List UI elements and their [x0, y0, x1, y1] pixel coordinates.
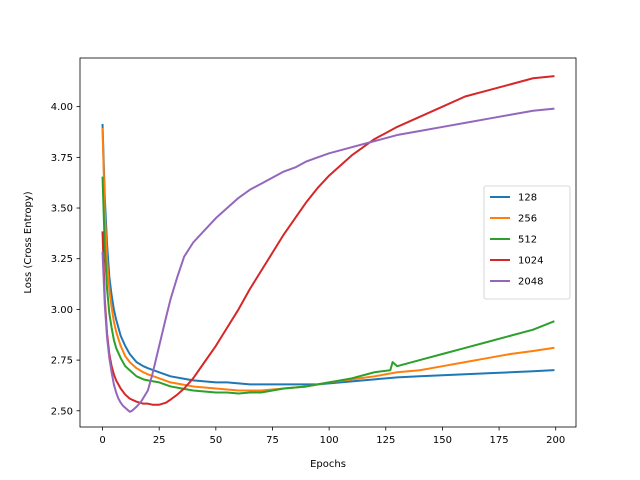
legend-label-256: 256 [518, 214, 537, 225]
plot-frame [79, 57, 577, 428]
series-line-256 [101, 127, 555, 392]
legend-label-2048: 2048 [518, 277, 543, 288]
legend-box [483, 185, 571, 300]
x-axis: 0 25 50 75 100 125 150 175 200 [99, 427, 565, 446]
y-tick-label: 2.50 [51, 406, 73, 417]
legend-label-512: 512 [518, 235, 537, 246]
x-tick-label: 200 [546, 435, 565, 446]
legend-label-1024: 1024 [518, 256, 543, 267]
plot-lines [101, 75, 555, 413]
legend: 128 256 512 1024 2048 [483, 185, 571, 300]
y-axis-label: Loss (Cross Entropy) [23, 191, 34, 293]
x-tick-label: 175 [490, 435, 509, 446]
series-line-1024 [101, 75, 555, 406]
legend-label-128: 128 [518, 193, 537, 204]
x-tick-label: 150 [433, 435, 452, 446]
y-tick-label: 3.50 [51, 204, 73, 215]
series-line-2048 [101, 107, 555, 413]
y-tick-label: 3.25 [51, 254, 73, 265]
x-tick-label: 50 [209, 435, 222, 446]
x-tick-label: 0 [99, 435, 105, 446]
series-line-128 [101, 123, 555, 386]
y-tick-label: 3.75 [51, 153, 73, 164]
x-tick-label: 75 [266, 435, 279, 446]
y-tick-label: 4.00 [51, 102, 73, 113]
y-tick-label: 2.75 [51, 356, 73, 367]
x-tick-label: 25 [153, 435, 166, 446]
x-axis-label: Epochs [310, 459, 346, 470]
x-tick-label: 125 [376, 435, 395, 446]
series-line-512 [101, 176, 555, 395]
x-tick-label: 100 [320, 435, 339, 446]
y-axis: 2.50 2.75 3.00 3.25 3.50 3.75 4.00 [51, 102, 80, 417]
y-tick-label: 3.00 [51, 305, 73, 316]
